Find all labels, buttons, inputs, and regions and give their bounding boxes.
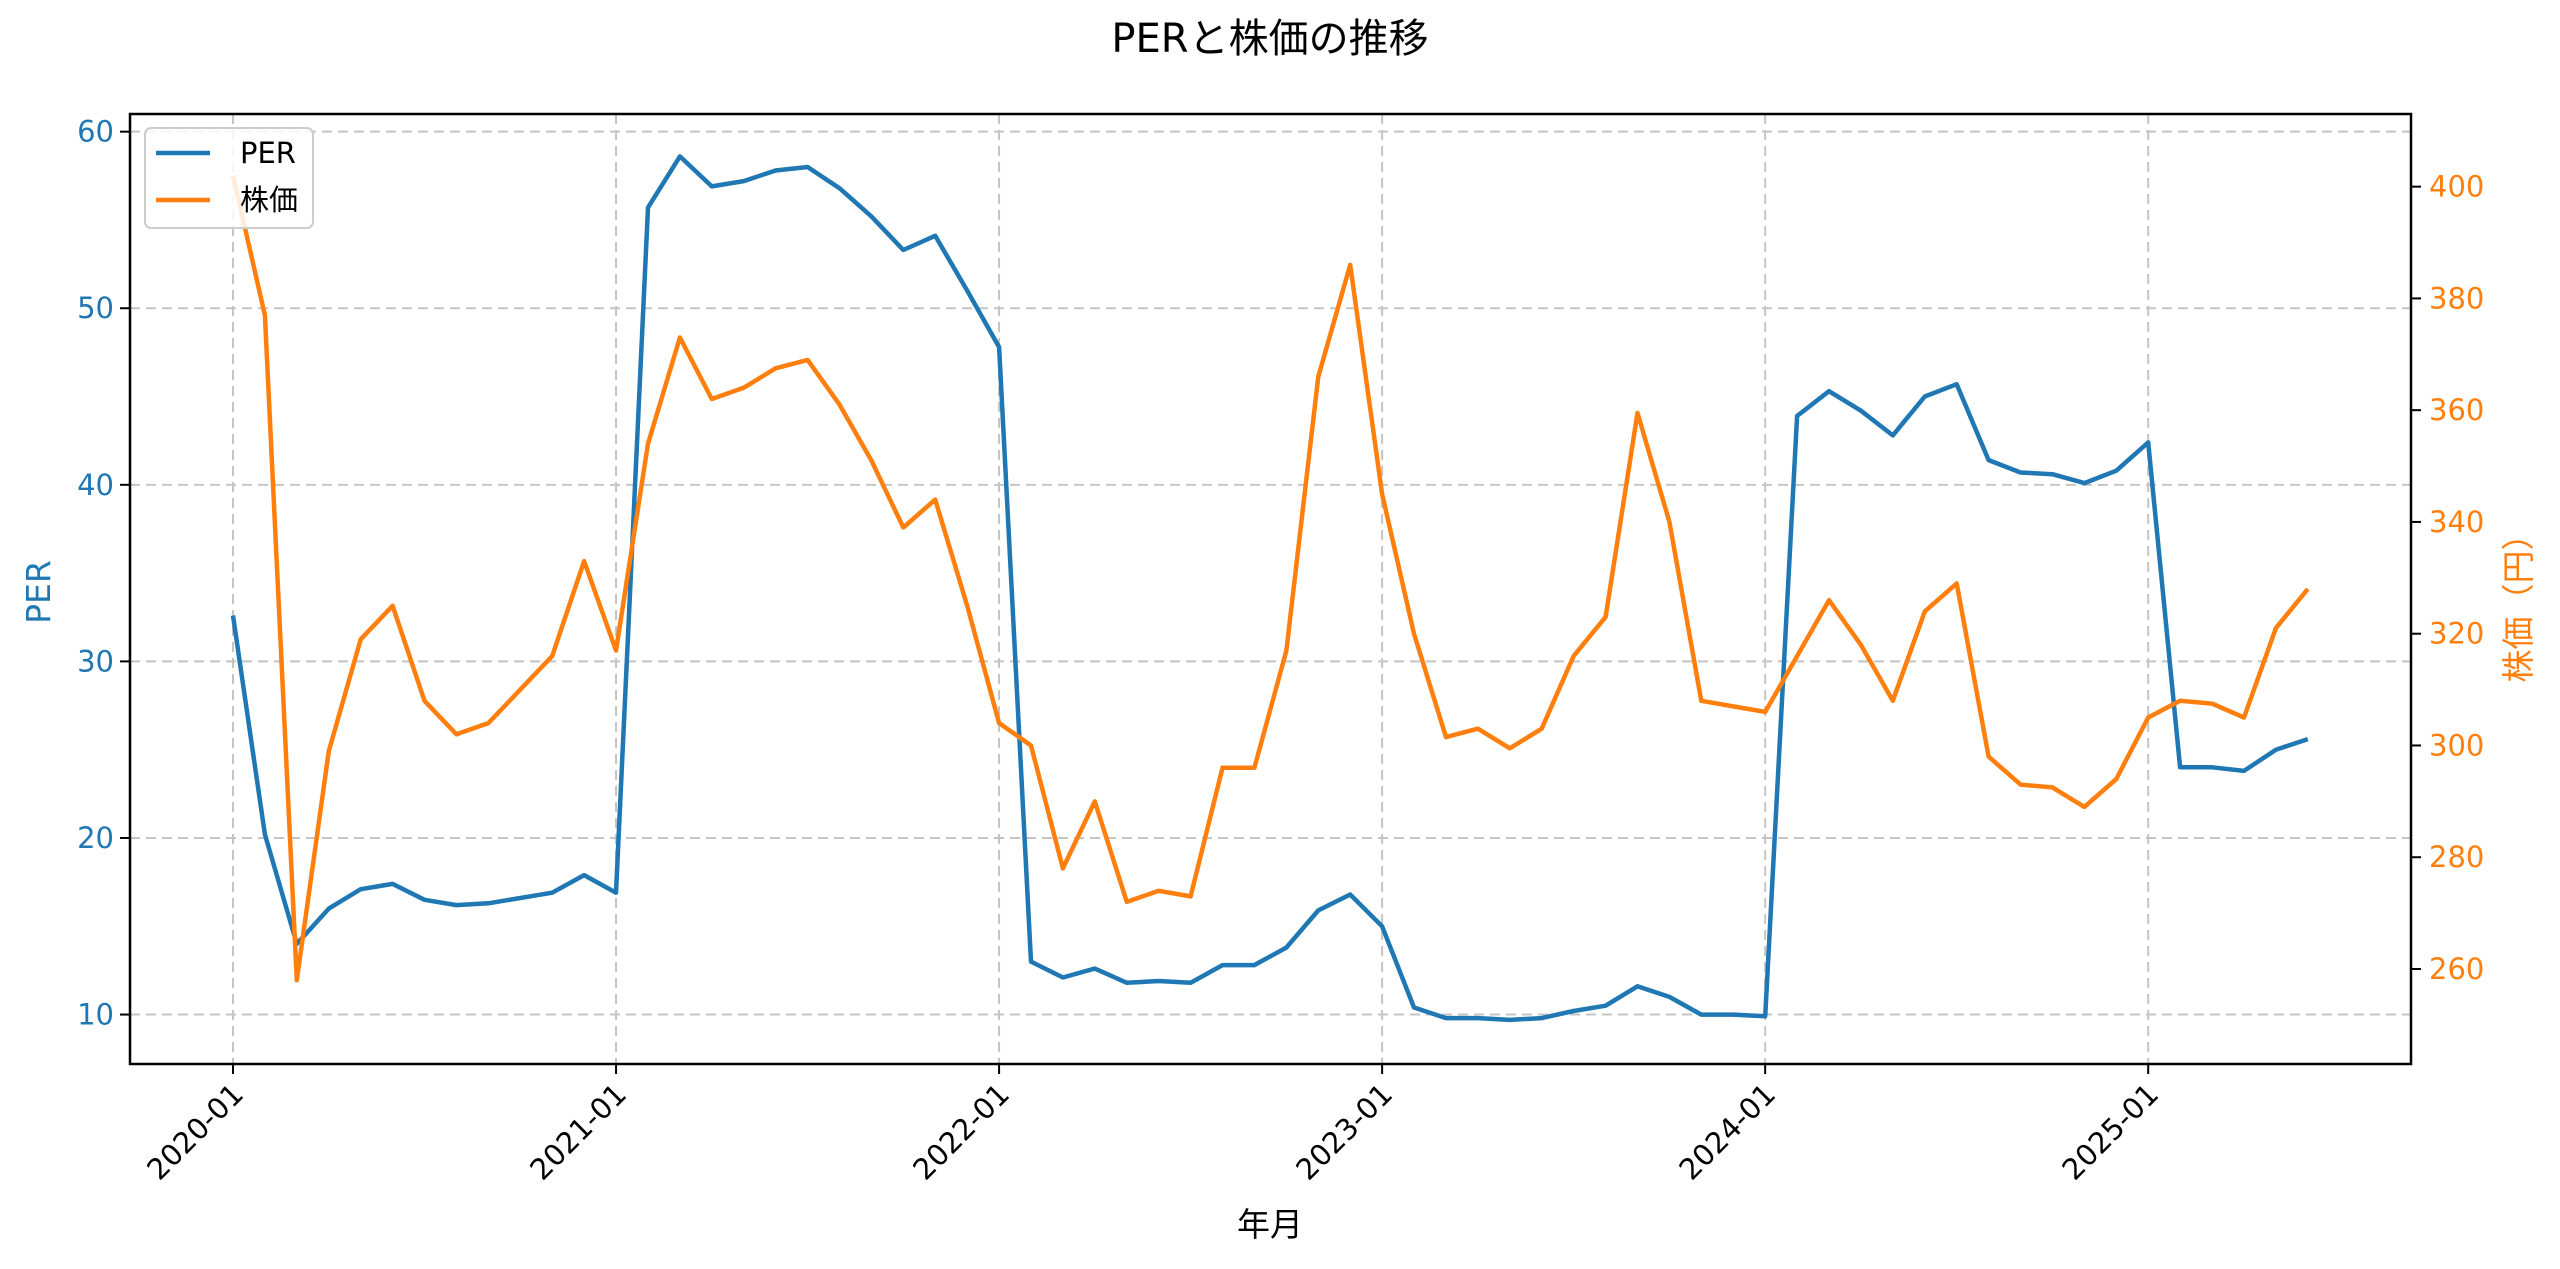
chart-title: PERと株価の推移	[1111, 16, 1428, 62]
y-axis-right-label: 株価（円）	[2499, 518, 2538, 683]
x-tick-label: 2021-01	[523, 1077, 633, 1187]
legend: PER 株価	[144, 127, 314, 229]
y-right-tick-label: 360	[2429, 393, 2484, 427]
price-line	[230, 174, 2310, 983]
x-tick-label: 2025-01	[2055, 1077, 2165, 1187]
grid-lines	[130, 114, 2411, 1064]
x-axis-label: 年月	[1237, 1205, 1303, 1244]
x-tick-label: 2023-01	[1289, 1077, 1399, 1187]
y-right-tick-label: 260	[2429, 952, 2484, 986]
y-right-tick-label: 320	[2429, 617, 2484, 651]
y-left-tick-label: 50	[77, 291, 114, 325]
y-right-tick-label: 300	[2429, 728, 2484, 762]
axes-frame	[128, 112, 2413, 1066]
plot-lines	[230, 154, 2310, 1023]
y-right-tick-label: 340	[2429, 505, 2484, 539]
per-line	[230, 154, 2309, 1023]
y-right-tick-label: 400	[2429, 170, 2484, 204]
legend-per-label: PER	[240, 136, 296, 170]
x-axis: 2020-01 2021-01 2022-01 2023-01 2024-01 2025-…	[140, 1064, 2165, 1187]
y-left-tick-label: 10	[77, 998, 114, 1032]
x-tick-label: 2024-01	[1672, 1077, 1782, 1187]
y-left-tick-label: 40	[77, 468, 114, 502]
y-axis-left-label: PER	[19, 560, 58, 624]
x-tick-label: 2022-01	[906, 1077, 1016, 1187]
legend-price-label: 株価	[240, 183, 298, 217]
y-axis-right: 260 280 300 320 340 360 380 400	[2411, 170, 2484, 986]
y-right-tick-label: 380	[2429, 281, 2484, 315]
y-left-tick-label: 30	[77, 644, 114, 678]
y-left-tick-label: 20	[77, 821, 114, 855]
y-right-tick-label: 280	[2429, 840, 2484, 874]
x-tick-label: 2020-01	[140, 1077, 250, 1187]
y-left-tick-label: 60	[77, 115, 114, 149]
y-axis-left: 10 20 30 40 50 60	[77, 115, 130, 1032]
